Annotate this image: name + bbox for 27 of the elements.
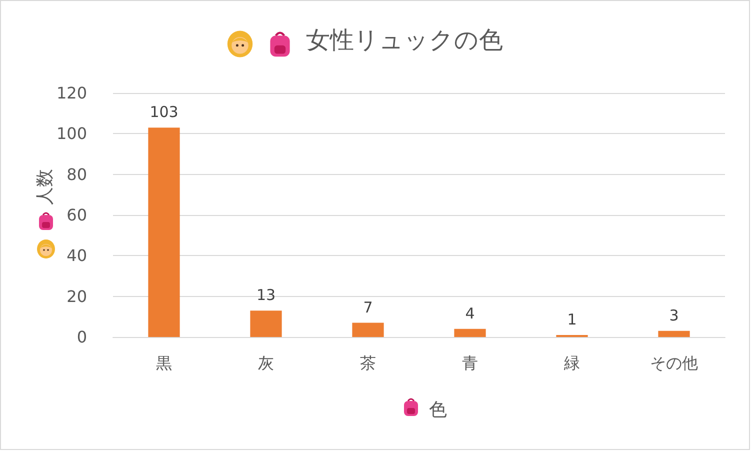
y-tick-label: 60 <box>66 206 87 224</box>
x-tick-label: 灰 <box>258 354 274 372</box>
data-label: 103 <box>150 103 178 122</box>
y-tick-label: 40 <box>66 246 87 266</box>
bar <box>352 322 384 337</box>
y-tick-label: 20 <box>66 286 87 306</box>
data-label: 1 <box>567 310 577 328</box>
x-axis-title: 色 <box>429 400 447 420</box>
y-tick-label: 100 <box>56 124 87 144</box>
x-tick-label: 茶 <box>360 354 376 372</box>
x-tick-label: 黒 <box>156 354 172 372</box>
bar <box>658 330 690 337</box>
y-axis-title: 人数 <box>34 169 56 205</box>
data-label: 4 <box>465 304 475 322</box>
bar <box>454 328 486 337</box>
x-tick-label: 青 <box>462 354 478 372</box>
y-tick-label: 120 <box>56 84 87 102</box>
y-tick-label: 0 <box>76 328 87 346</box>
bar <box>250 310 282 337</box>
y-tick-label: 80 <box>66 164 87 184</box>
data-label: 7 <box>363 298 373 316</box>
x-tick-label: 緑 <box>563 354 580 372</box>
data-label: 3 <box>669 306 679 324</box>
x-tick-label: その他 <box>650 354 698 372</box>
chart-title: 女性リュックの色 <box>306 26 503 54</box>
bar <box>148 128 180 337</box>
data-label: 13 <box>256 286 276 304</box>
